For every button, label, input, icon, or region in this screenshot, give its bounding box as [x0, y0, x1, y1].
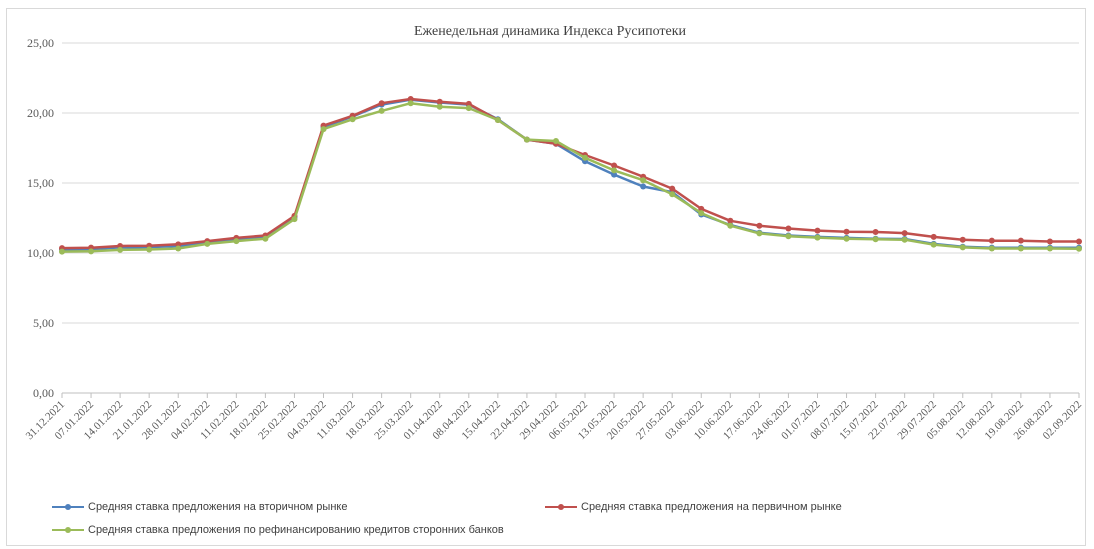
data-point [1017, 237, 1024, 244]
data-point [843, 228, 850, 235]
data-point [872, 236, 879, 243]
legend-marker [558, 504, 564, 510]
data-point [291, 216, 298, 223]
data-point [611, 162, 618, 169]
data-point [1046, 245, 1053, 252]
legend-marker [65, 504, 71, 510]
legend-item-secondary: Средняя ставка предложения на вторичном … [52, 501, 347, 513]
data-point [552, 138, 559, 144]
data-point [320, 126, 327, 133]
legend-label: Средняя ставка предложения на вторичном … [88, 501, 348, 513]
x-axis-ticks: 31.12.202107.01.202214.01.202221.01.2022… [24, 399, 1084, 442]
y-tick-label: 0,00 [33, 386, 54, 400]
chart-title: Еженедельная динамика Индекса Русипотеки [414, 24, 687, 39]
series-1 [59, 96, 1082, 252]
data-point [378, 100, 385, 107]
data-point [117, 246, 124, 253]
data-point [640, 183, 647, 190]
data-point [727, 217, 734, 224]
data-point [233, 238, 240, 245]
y-axis-ticks: 0,00 5,00 10,00 15,00 20,00 25,00 [27, 36, 54, 400]
data-point [1017, 245, 1024, 252]
legend-swatch [545, 501, 577, 513]
data-point [611, 171, 618, 178]
data-point [465, 100, 472, 107]
data-point [785, 225, 792, 232]
data-point [1076, 238, 1082, 245]
y-tick-label: 20,00 [27, 106, 54, 120]
data-point [1076, 245, 1082, 252]
y-tick-label: 25,00 [27, 36, 54, 50]
legend-item-primary: Средняя ставка предложения на первичном … [545, 501, 842, 513]
legend-label: Средняя ставка предложения на первичном … [581, 501, 842, 513]
data-point [814, 227, 821, 234]
data-point [407, 96, 414, 102]
data-point [175, 241, 182, 248]
data-point [465, 105, 472, 112]
series-0 [59, 96, 1082, 253]
data-point [349, 116, 356, 123]
data-point [698, 210, 705, 217]
data-point [175, 245, 182, 252]
legend-item-refinancing: Средняя ставка предложения по рефинансир… [52, 524, 504, 536]
data-point [436, 103, 443, 110]
legend-swatch [52, 524, 84, 536]
data-point [669, 185, 676, 192]
data-point [523, 136, 530, 143]
legend-label: Средняя ставка предложения по рефинансир… [88, 524, 504, 536]
data-point [582, 154, 589, 161]
data-point [930, 241, 937, 248]
legend-swatch [52, 501, 84, 513]
data-point [756, 222, 763, 229]
data-point [785, 233, 792, 240]
data-point [872, 229, 879, 235]
data-point [640, 177, 647, 184]
data-point [698, 205, 705, 212]
data-point [727, 222, 734, 229]
data-point [959, 236, 966, 243]
data-point [814, 234, 821, 241]
data-point [930, 233, 937, 240]
series-line [61, 97, 1079, 250]
series-line [61, 101, 1080, 253]
data-point [988, 245, 995, 252]
grid-lines [62, 42, 1079, 324]
data-point [1046, 238, 1053, 245]
data-point [611, 167, 618, 174]
data-point [436, 98, 443, 105]
data-point [959, 244, 966, 251]
data-point [756, 230, 763, 237]
data-point [262, 235, 269, 242]
y-tick-label: 15,00 [27, 176, 54, 190]
data-point [204, 240, 211, 247]
series-lines [59, 96, 1082, 255]
series-2 [59, 100, 1082, 255]
legend-marker [65, 527, 71, 533]
y-tick-label: 5,00 [33, 316, 54, 330]
y-tick-label: 10,00 [27, 246, 54, 260]
data-point [88, 248, 95, 255]
data-point [843, 235, 850, 242]
axes [61, 392, 1080, 398]
chart-frame [6, 8, 1086, 546]
series-line [61, 98, 1079, 251]
data-point [407, 100, 414, 107]
data-point [378, 107, 385, 114]
data-point [146, 246, 153, 253]
data-point [988, 237, 995, 244]
data-point [901, 236, 908, 243]
data-point [901, 230, 908, 237]
data-point [494, 117, 501, 123]
data-point [59, 248, 65, 255]
data-point [669, 191, 676, 198]
